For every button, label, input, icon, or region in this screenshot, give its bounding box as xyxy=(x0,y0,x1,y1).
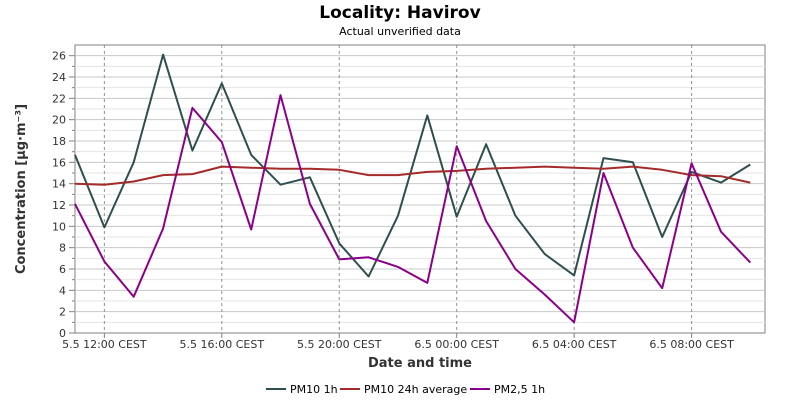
y-tick-label: 22 xyxy=(52,92,66,105)
x-tick-label: 5.5 12:00 CEST xyxy=(62,338,147,351)
x-axis-label: Date and time xyxy=(368,356,472,371)
chart-title: Locality: Havirov xyxy=(319,3,480,23)
x-tick-label: 5.5 16:00 CEST xyxy=(180,338,265,351)
legend-label: PM2,5 1h xyxy=(494,383,545,396)
x-tick-label: 6.5 04:00 CEST xyxy=(532,338,617,351)
y-axis-label: Concentration [µg·m⁻³] xyxy=(14,104,29,274)
y-tick-label: 2 xyxy=(59,306,66,319)
series-line-1 xyxy=(74,53,751,278)
y-tick-label: 4 xyxy=(59,284,66,297)
legend: PM10 1h PM10 24h average PM2,5 1h xyxy=(266,383,545,396)
x-tick-label: 5.5 20:00 CEST xyxy=(297,338,382,351)
legend-label: PM10 1h xyxy=(290,383,338,396)
y-tick-label: 24 xyxy=(52,71,66,84)
y-tick-label: 18 xyxy=(52,135,66,148)
y-tick-label: 20 xyxy=(52,114,66,127)
series-line-2 xyxy=(74,165,751,186)
chart-subtitle: Actual unverified data xyxy=(339,25,461,38)
y-tick-label: 16 xyxy=(52,156,66,169)
y-tick-label: 12 xyxy=(52,199,66,212)
legend-label: PM10 24h average xyxy=(364,383,467,396)
x-tick-label: 6.5 00:00 CEST xyxy=(414,338,499,351)
series-line-3 xyxy=(74,94,752,324)
y-tick-label: 8 xyxy=(59,242,66,255)
series-lines xyxy=(74,53,752,324)
plot-area xyxy=(74,44,766,334)
y-tick-label: 0 xyxy=(59,327,66,340)
x-tick-label: 6.5 08:00 CEST xyxy=(649,338,734,351)
y-tick-label: 14 xyxy=(52,178,66,191)
y-tick-label: 6 xyxy=(59,263,66,276)
y-tick-label: 26 xyxy=(52,50,66,63)
y-tick-label: 10 xyxy=(52,220,66,233)
